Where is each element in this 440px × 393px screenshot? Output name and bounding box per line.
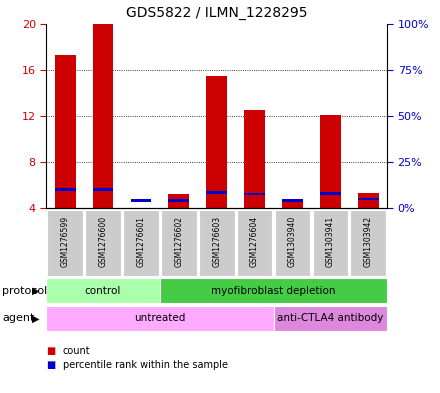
FancyBboxPatch shape xyxy=(275,210,310,276)
FancyBboxPatch shape xyxy=(48,210,83,276)
Text: GSM1303940: GSM1303940 xyxy=(288,216,297,267)
Text: GSM1303941: GSM1303941 xyxy=(326,216,335,267)
FancyBboxPatch shape xyxy=(46,278,160,303)
Bar xyxy=(131,199,151,202)
Text: GSM1276602: GSM1276602 xyxy=(174,216,183,267)
FancyBboxPatch shape xyxy=(274,306,387,331)
Bar xyxy=(55,55,76,208)
FancyBboxPatch shape xyxy=(85,210,121,276)
Bar xyxy=(206,75,227,208)
Bar xyxy=(169,195,189,208)
Bar xyxy=(358,193,379,208)
FancyBboxPatch shape xyxy=(199,210,235,276)
Text: GSM1276601: GSM1276601 xyxy=(136,216,146,267)
Bar xyxy=(320,115,341,208)
Text: protocol: protocol xyxy=(2,286,48,296)
Text: count: count xyxy=(63,345,91,356)
FancyBboxPatch shape xyxy=(161,210,197,276)
Text: GSM1276600: GSM1276600 xyxy=(99,216,107,267)
Bar xyxy=(92,24,114,208)
Bar xyxy=(282,199,303,202)
Bar xyxy=(358,198,379,200)
Bar xyxy=(55,188,76,191)
FancyBboxPatch shape xyxy=(237,210,272,276)
Bar xyxy=(244,193,265,195)
Bar xyxy=(244,110,265,208)
FancyBboxPatch shape xyxy=(160,278,387,303)
Text: ■: ■ xyxy=(46,345,55,356)
Text: GSM1276604: GSM1276604 xyxy=(250,216,259,267)
Text: ▶: ▶ xyxy=(32,313,40,323)
Text: ▶: ▶ xyxy=(32,286,40,296)
Text: myofibroblast depletion: myofibroblast depletion xyxy=(211,286,336,296)
Text: untreated: untreated xyxy=(134,313,186,323)
Bar xyxy=(169,199,189,202)
Bar xyxy=(320,192,341,195)
Text: GSM1276599: GSM1276599 xyxy=(61,216,70,267)
Text: GSM1303942: GSM1303942 xyxy=(364,216,373,267)
FancyBboxPatch shape xyxy=(46,306,274,331)
Text: ■: ■ xyxy=(46,360,55,371)
Text: agent: agent xyxy=(2,313,35,323)
Title: GDS5822 / ILMN_1228295: GDS5822 / ILMN_1228295 xyxy=(126,6,308,20)
Text: control: control xyxy=(85,286,121,296)
FancyBboxPatch shape xyxy=(312,210,348,276)
Text: GSM1276603: GSM1276603 xyxy=(212,216,221,267)
Bar xyxy=(206,191,227,194)
Bar xyxy=(282,201,303,208)
FancyBboxPatch shape xyxy=(123,210,159,276)
Text: percentile rank within the sample: percentile rank within the sample xyxy=(63,360,228,371)
Bar xyxy=(92,188,114,191)
FancyBboxPatch shape xyxy=(350,210,386,276)
Text: anti-CTLA4 antibody: anti-CTLA4 antibody xyxy=(277,313,384,323)
